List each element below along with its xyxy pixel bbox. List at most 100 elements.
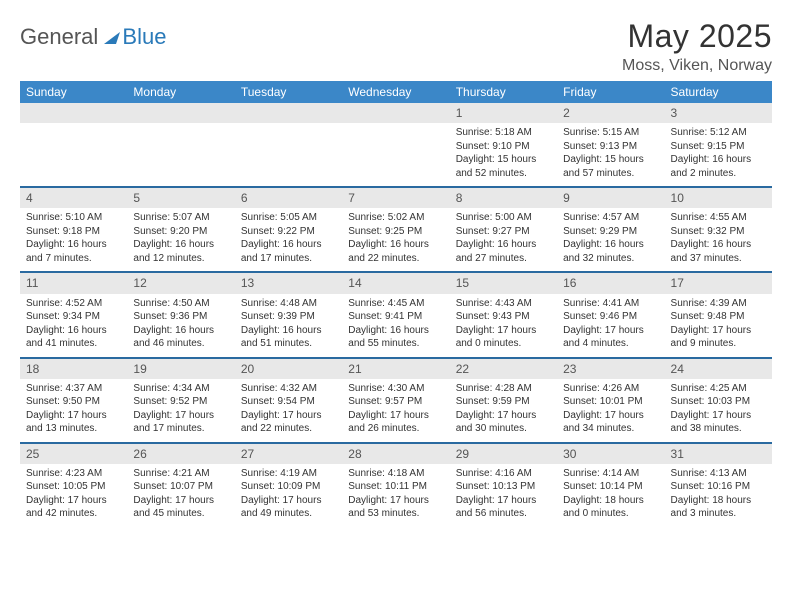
day-cell-number: 25 [20,444,127,464]
day-cell-number [127,103,234,123]
day-cell-number [342,103,449,123]
daylight-text: Daylight: 16 hours and 41 minutes. [26,324,121,351]
day-cell-body: Sunrise: 4:21 AMSunset: 10:07 PMDaylight… [127,464,234,527]
day-number: 2 [557,103,664,123]
sunrise-text: Sunrise: 4:48 AM [241,297,336,311]
day-number: 25 [20,444,127,464]
sunset-text: Sunset: 9:22 PM [241,225,336,239]
sunrise-text: Sunrise: 5:18 AM [456,126,551,140]
day-cell-number: 23 [557,359,664,379]
day-number [235,103,342,123]
daylight-text: Daylight: 16 hours and 37 minutes. [671,238,766,265]
sunrise-text: Sunrise: 5:10 AM [26,211,121,225]
day-cell-number: 8 [450,188,557,208]
daylight-text: Daylight: 17 hours and 17 minutes. [133,409,228,436]
day-cell-body: Sunrise: 4:18 AMSunset: 10:11 PMDaylight… [342,464,449,527]
sunrise-text: Sunrise: 4:23 AM [26,467,121,481]
day-number: 24 [665,359,772,379]
day-cell-body: Sunrise: 4:13 AMSunset: 10:16 PMDaylight… [665,464,772,527]
sunset-text: Sunset: 9:20 PM [133,225,228,239]
day-cell-body: Sunrise: 4:55 AMSunset: 9:32 PMDaylight:… [665,208,772,271]
week-body-row: Sunrise: 4:52 AMSunset: 9:34 PMDaylight:… [20,294,772,357]
daylight-text: Daylight: 17 hours and 49 minutes. [241,494,336,521]
daylight-text: Daylight: 18 hours and 3 minutes. [671,494,766,521]
day-cell-number: 13 [235,273,342,293]
day-cell-body: Sunrise: 5:15 AMSunset: 9:13 PMDaylight:… [557,123,664,186]
day-cell-number: 31 [665,444,772,464]
sunrise-text: Sunrise: 4:57 AM [563,211,658,225]
day-cell-number: 16 [557,273,664,293]
sunrise-text: Sunrise: 4:28 AM [456,382,551,396]
day-cell-body [342,123,449,186]
day-number: 23 [557,359,664,379]
daylight-text: Daylight: 17 hours and 53 minutes. [348,494,443,521]
sunset-text: Sunset: 9:41 PM [348,310,443,324]
day-cell-body: Sunrise: 4:41 AMSunset: 9:46 PMDaylight:… [557,294,664,357]
sunset-text: Sunset: 10:16 PM [671,480,766,494]
col-wednesday: Wednesday [342,81,449,103]
sunset-text: Sunset: 9:25 PM [348,225,443,239]
day-cell-number: 28 [342,444,449,464]
sunset-text: Sunset: 10:07 PM [133,480,228,494]
day-cell-body: Sunrise: 4:39 AMSunset: 9:48 PMDaylight:… [665,294,772,357]
day-number: 15 [450,273,557,293]
day-cell-number: 26 [127,444,234,464]
col-tuesday: Tuesday [235,81,342,103]
day-cell-number: 5 [127,188,234,208]
day-cell-number: 14 [342,273,449,293]
day-number: 11 [20,273,127,293]
day-cell-body: Sunrise: 5:10 AMSunset: 9:18 PMDaylight:… [20,208,127,271]
col-saturday: Saturday [665,81,772,103]
sunrise-text: Sunrise: 5:12 AM [671,126,766,140]
week-body-row: Sunrise: 5:18 AMSunset: 9:10 PMDaylight:… [20,123,772,186]
day-cell-number: 15 [450,273,557,293]
sunrise-text: Sunrise: 4:14 AM [563,467,658,481]
sunrise-text: Sunrise: 4:16 AM [456,467,551,481]
sunrise-text: Sunrise: 4:18 AM [348,467,443,481]
daylight-text: Daylight: 17 hours and 38 minutes. [671,409,766,436]
daylight-text: Daylight: 17 hours and 26 minutes. [348,409,443,436]
day-number: 9 [557,188,664,208]
daylight-text: Daylight: 17 hours and 4 minutes. [563,324,658,351]
week-daynum-row: 25262728293031 [20,444,772,464]
daylight-text: Daylight: 16 hours and 32 minutes. [563,238,658,265]
day-cell-number: 18 [20,359,127,379]
sunset-text: Sunset: 9:52 PM [133,395,228,409]
day-cell-number: 20 [235,359,342,379]
day-cell-body: Sunrise: 4:57 AMSunset: 9:29 PMDaylight:… [557,208,664,271]
sunset-text: Sunset: 10:09 PM [241,480,336,494]
daylight-text: Daylight: 17 hours and 45 minutes. [133,494,228,521]
week-body-row: Sunrise: 4:23 AMSunset: 10:05 PMDaylight… [20,464,772,527]
daylight-text: Daylight: 17 hours and 22 minutes. [241,409,336,436]
sunrise-text: Sunrise: 4:19 AM [241,467,336,481]
day-cell-number: 1 [450,103,557,123]
day-cell-body: Sunrise: 5:05 AMSunset: 9:22 PMDaylight:… [235,208,342,271]
sunset-text: Sunset: 9:13 PM [563,140,658,154]
day-cell-number: 11 [20,273,127,293]
sunset-text: Sunset: 9:32 PM [671,225,766,239]
day-cell-body: Sunrise: 5:02 AMSunset: 9:25 PMDaylight:… [342,208,449,271]
day-cell-body: Sunrise: 4:30 AMSunset: 9:57 PMDaylight:… [342,379,449,442]
brand-logo: General Blue [20,18,166,50]
sunset-text: Sunset: 9:43 PM [456,310,551,324]
weekday-header-row: Sunday Monday Tuesday Wednesday Thursday… [20,81,772,103]
day-cell-body [127,123,234,186]
day-cell-body: Sunrise: 5:00 AMSunset: 9:27 PMDaylight:… [450,208,557,271]
sunrise-text: Sunrise: 4:21 AM [133,467,228,481]
day-cell-number [235,103,342,123]
day-number: 31 [665,444,772,464]
calendar-table: Sunday Monday Tuesday Wednesday Thursday… [20,81,772,527]
week-daynum-row: 123 [20,103,772,123]
day-cell-number: 4 [20,188,127,208]
col-friday: Friday [557,81,664,103]
day-number: 3 [665,103,772,123]
sunset-text: Sunset: 9:39 PM [241,310,336,324]
day-cell-number: 24 [665,359,772,379]
day-cell-number: 30 [557,444,664,464]
sunrise-text: Sunrise: 5:02 AM [348,211,443,225]
sunrise-text: Sunrise: 5:00 AM [456,211,551,225]
sunset-text: Sunset: 9:36 PM [133,310,228,324]
day-cell-number: 10 [665,188,772,208]
sunrise-text: Sunrise: 4:52 AM [26,297,121,311]
day-number: 19 [127,359,234,379]
